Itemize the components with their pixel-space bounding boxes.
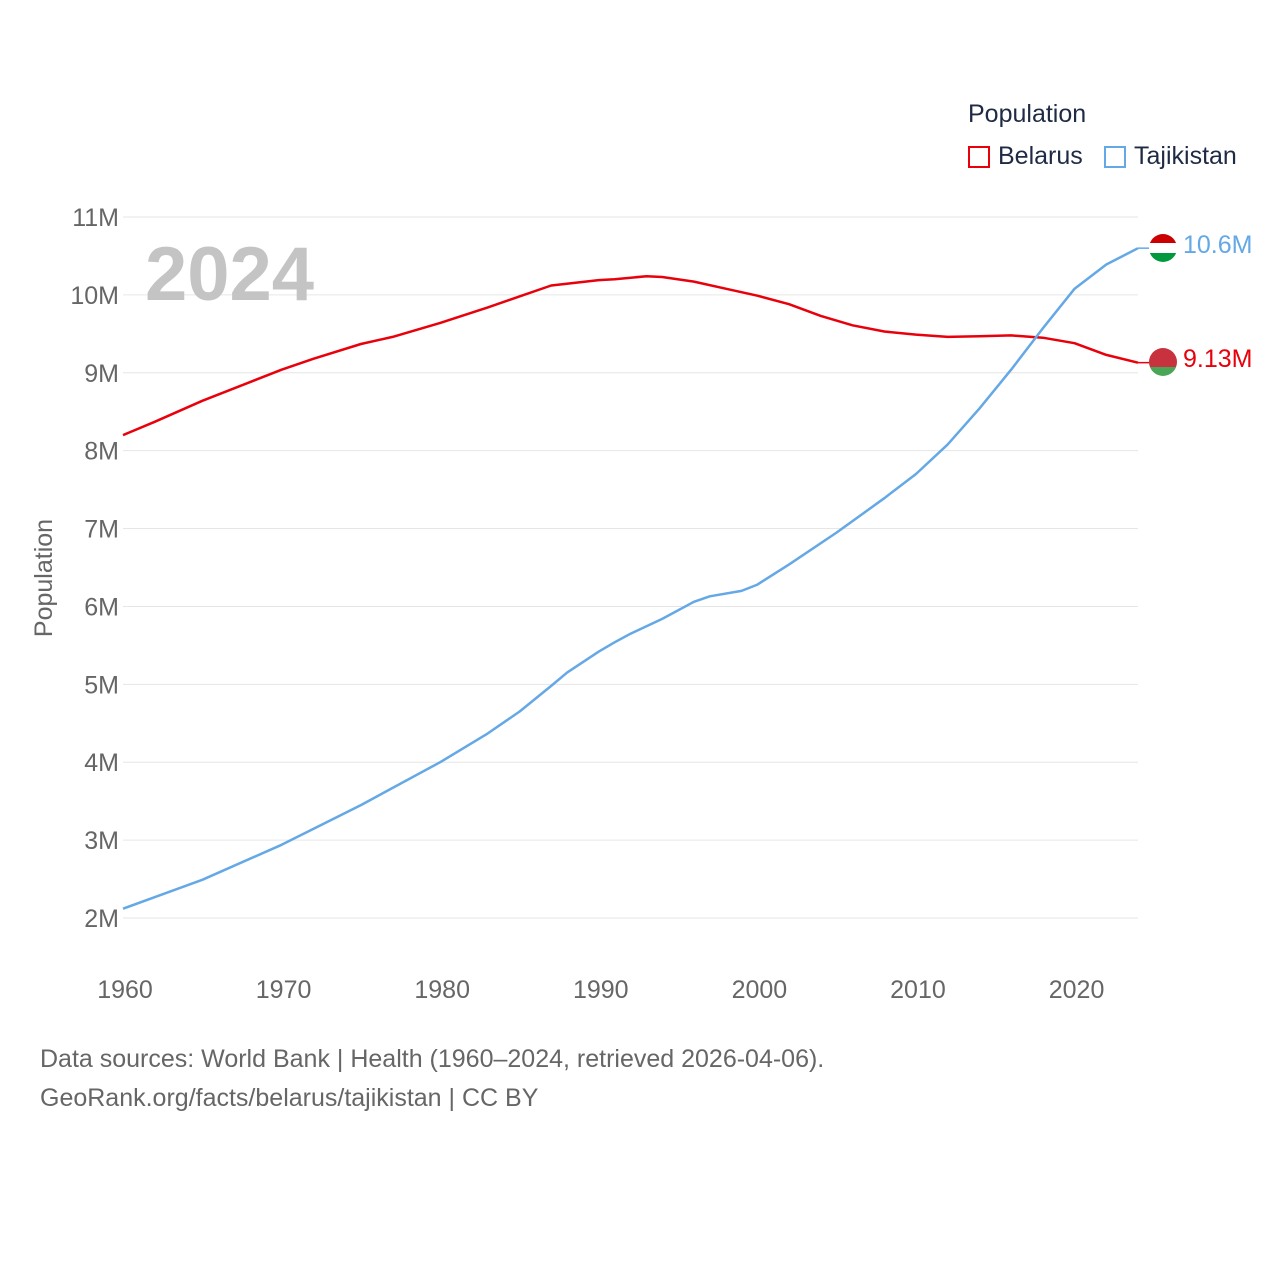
y-tick-label: 6M	[84, 593, 119, 621]
y-tick-label: 3M	[84, 827, 119, 855]
y-tick-label: 5M	[84, 671, 119, 699]
x-tick-label: 2010	[890, 976, 946, 1004]
end-label-tajikistan: 10.6M	[1183, 231, 1253, 259]
x-tick-label: 2000	[732, 976, 788, 1004]
x-tick-label: 1990	[573, 976, 629, 1004]
x-axis-ticks: 1960 1970 1980 1990 2000 2010 2020	[97, 976, 1104, 1004]
x-tick-label: 1970	[256, 976, 312, 1004]
y-axis-ticks: 2M 3M 4M 5M 6M 7M 8M 9M 10M 11M	[70, 204, 119, 933]
legend-swatch-tajikistan	[1104, 145, 1126, 168]
y-tick-label: 7M	[84, 516, 119, 544]
legend-title: Population	[968, 100, 1087, 128]
legend-swatch-belarus	[968, 145, 990, 168]
y-tick-label: 10M	[70, 282, 119, 310]
y-tick-label: 2M	[84, 905, 119, 933]
legend-label-tajikistan: Tajikistan	[1134, 142, 1237, 170]
y-tick-label: 11M	[72, 204, 119, 232]
tajikistan-flag-icon	[1149, 234, 1177, 262]
legend-item-belarus[interactable]: Belarus	[968, 142, 1083, 171]
y-tick-label: 9M	[84, 360, 119, 388]
y-tick-label: 4M	[84, 749, 119, 777]
x-tick-label: 1960	[97, 976, 153, 1004]
year-watermark: 2024	[145, 232, 314, 317]
series-lines	[122, 247, 1150, 910]
series-line-belarus	[122, 274, 1139, 437]
legend-label-belarus: Belarus	[998, 142, 1083, 170]
y-tick-label: 8M	[84, 438, 119, 466]
source-line-1: Data sources: World Bank | Health (1960–…	[40, 1045, 825, 1073]
belarus-flag-icon	[1149, 348, 1177, 376]
end-label-belarus: 9.13M	[1183, 345, 1253, 373]
x-tick-label: 1980	[414, 976, 470, 1004]
source-line-2[interactable]: GeoRank.org/facts/belarus/tajikistan | C…	[40, 1084, 539, 1112]
x-tick-label: 2020	[1049, 976, 1105, 1004]
series-line-tajikistan	[122, 247, 1139, 910]
gridlines	[123, 216, 1138, 919]
legend-item-tajikistan[interactable]: Tajikistan	[1104, 142, 1237, 171]
y-axis-label: Population	[30, 519, 58, 637]
